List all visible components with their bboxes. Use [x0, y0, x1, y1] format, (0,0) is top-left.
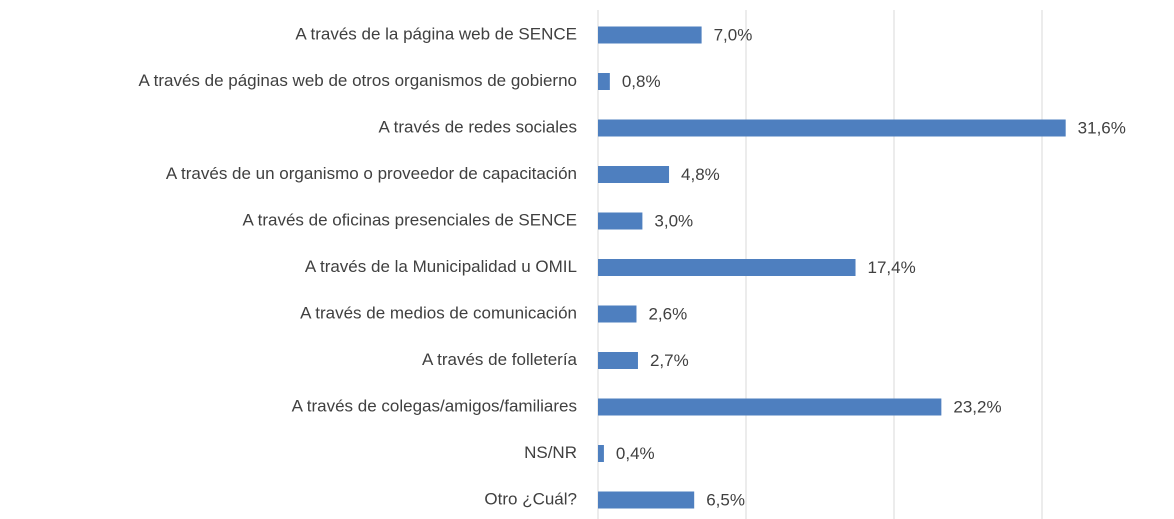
- category-label: Otro ¿Cuál?: [484, 489, 577, 508]
- value-label: 23,2%: [953, 397, 1001, 416]
- bar: [598, 306, 636, 323]
- bar: [598, 120, 1066, 137]
- value-label: 4,8%: [681, 165, 720, 184]
- category-label: A través de folletería: [422, 350, 578, 369]
- bar: [598, 166, 669, 183]
- category-label: A través de la página web de SENCE: [295, 24, 577, 43]
- bar: [598, 445, 604, 462]
- bar: [598, 399, 941, 416]
- value-label: 31,6%: [1078, 118, 1126, 137]
- category-label: NS/NR: [524, 443, 577, 462]
- bar: [598, 213, 642, 230]
- category-label: A través de páginas web de otros organis…: [139, 71, 578, 90]
- bar: [598, 27, 702, 44]
- category-label: A través de la Municipalidad u OMIL: [305, 257, 577, 276]
- category-label: A través de medios de comunicación: [300, 303, 577, 322]
- bar: [598, 73, 610, 90]
- category-label: A través de oficinas presenciales de SEN…: [242, 210, 577, 229]
- value-label: 3,0%: [654, 211, 693, 230]
- category-label: A través de colegas/amigos/familiares: [292, 396, 577, 415]
- value-label: 17,4%: [868, 258, 916, 277]
- bar: [598, 259, 856, 276]
- value-label: 0,4%: [616, 444, 655, 463]
- category-label: A través de redes sociales: [379, 117, 577, 136]
- category-label: A través de un organismo o proveedor de …: [166, 164, 577, 183]
- value-label: 2,6%: [648, 304, 687, 323]
- bar: [598, 492, 694, 509]
- value-label: 0,8%: [622, 72, 661, 91]
- value-label: 2,7%: [650, 351, 689, 370]
- chart: A través de la página web de SENCE 7,0% A …: [0, 0, 1174, 519]
- value-label: 6,5%: [706, 490, 745, 509]
- value-label: 7,0%: [714, 25, 753, 44]
- bar: [598, 352, 638, 369]
